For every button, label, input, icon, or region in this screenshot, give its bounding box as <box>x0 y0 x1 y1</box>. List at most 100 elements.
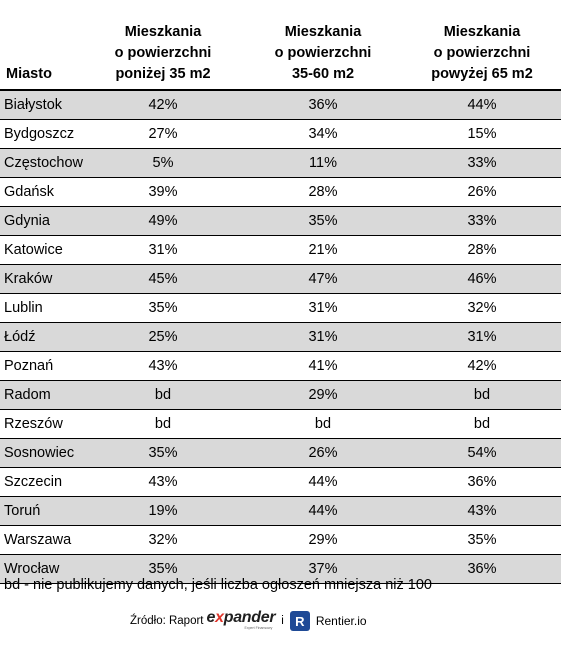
city-cell: Sosnowiec <box>0 438 83 468</box>
source-conjunction: i <box>281 615 284 627</box>
value-above-65: 15% <box>403 119 561 149</box>
value-35-60: 11% <box>243 148 403 178</box>
table-row: Katowice 31% 21% 28% <box>0 235 561 265</box>
value-below-35: 43% <box>83 351 243 381</box>
table-row: Łódź 25% 31% 31% <box>0 322 561 352</box>
value-above-65: 36% <box>403 467 561 497</box>
table-body: Białystok 42% 36% 44% Bydgoszcz 27% 34% … <box>0 90 561 584</box>
value-below-35: 35% <box>83 438 243 468</box>
value-below-35: 42% <box>83 90 243 120</box>
value-35-60: 41% <box>243 351 403 381</box>
value-above-65: 32% <box>403 293 561 323</box>
city-cell: Łódź <box>0 322 83 352</box>
city-cell: Lublin <box>0 293 83 323</box>
table-row: Radom bd 29% bd <box>0 380 561 410</box>
table-row: Szczecin 43% 44% 36% <box>0 467 561 497</box>
header-below-35: Mieszkania o powierzchni poniżej 35 m2 <box>83 0 243 91</box>
value-above-65: 42% <box>403 351 561 381</box>
value-35-60: 44% <box>243 467 403 497</box>
header-above-65: Mieszkania o powierzchni powyżej 65 m2 <box>403 0 561 91</box>
value-below-35: 49% <box>83 206 243 236</box>
value-below-35: 25% <box>83 322 243 352</box>
value-above-65: 33% <box>403 148 561 178</box>
city-cell: Katowice <box>0 235 83 265</box>
table-row: Warszawa 32% 29% 35% <box>0 525 561 555</box>
table-row: Kraków 45% 47% 46% <box>0 264 561 294</box>
header-35-60-line-3: 35-60 m2 <box>291 66 355 82</box>
table-row: Gdańsk 39% 28% 26% <box>0 177 561 207</box>
value-above-65: 43% <box>403 496 561 526</box>
value-above-65: 46% <box>403 264 561 294</box>
expander-letters-rest: pander <box>223 609 276 626</box>
value-below-35: 19% <box>83 496 243 526</box>
header-35-60-line-1: Mieszkania <box>284 24 362 40</box>
value-35-60: 26% <box>243 438 403 468</box>
city-cell: Toruń <box>0 496 83 526</box>
expander-letter-e: e <box>206 609 216 626</box>
value-35-60: 21% <box>243 235 403 265</box>
value-35-60: bd <box>243 409 403 439</box>
table-row: Lublin 35% 31% 32% <box>0 293 561 323</box>
value-35-60: 47% <box>243 264 403 294</box>
table-row: Częstochowa 5% 11% 33% <box>0 148 561 178</box>
value-35-60: 36% <box>243 90 403 120</box>
value-below-35: 5% <box>83 148 243 178</box>
header-35-60-line-2: o powierzchni <box>274 45 372 61</box>
value-above-65: 54% <box>403 438 561 468</box>
expander-wordmark: expander <box>207 608 276 628</box>
data-table-container: Miasto Mieszkania o powierzchni poniżej … <box>0 0 561 584</box>
value-above-65: 44% <box>403 90 561 120</box>
header-below-35-line-1: Mieszkania <box>124 24 202 40</box>
value-above-65: 35% <box>403 525 561 555</box>
value-above-65: bd <box>403 380 561 410</box>
city-cell: Rzeszów <box>0 409 83 439</box>
value-below-35: 31% <box>83 235 243 265</box>
value-35-60: 31% <box>243 293 403 323</box>
value-35-60: 31% <box>243 322 403 352</box>
header-below-35-line-2: o powierzchni <box>114 45 212 61</box>
rentier-name: Rentier.io <box>315 614 367 628</box>
value-above-65: 31% <box>403 322 561 352</box>
value-above-65: 26% <box>403 177 561 207</box>
city-cell: Białystok <box>0 90 83 120</box>
value-35-60: 37% <box>243 554 403 584</box>
table-row: Sosnowiec 35% 26% 54% <box>0 438 561 468</box>
table-row: Rzeszów bd bd bd <box>0 409 561 439</box>
source-line: Źródło: Raport expander Expert Finansowy… <box>130 608 367 634</box>
table-row: Toruń 19% 44% 43% <box>0 496 561 526</box>
value-below-35: bd <box>83 409 243 439</box>
value-35-60: 34% <box>243 119 403 149</box>
value-above-65: 28% <box>403 235 561 265</box>
apartments-table: Miasto Mieszkania o powierzchni poniżej … <box>0 0 561 584</box>
value-35-60: 29% <box>243 525 403 555</box>
expander-logo: expander Expert Finansowy <box>207 608 276 634</box>
header-below-35-line-3: poniżej 35 m2 <box>115 66 211 82</box>
header-row: Miasto Mieszkania o powierzchni poniżej … <box>0 0 561 91</box>
value-below-35: 35% <box>83 554 243 584</box>
value-35-60: 35% <box>243 206 403 236</box>
table-row: Poznań 43% 41% 42% <box>0 351 561 381</box>
value-35-60: 29% <box>243 380 403 410</box>
value-below-35: 27% <box>83 119 243 149</box>
header-35-60: Mieszkania o powierzchni 35-60 m2 <box>243 0 403 91</box>
value-35-60: 28% <box>243 177 403 207</box>
city-cell: Gdańsk <box>0 177 83 207</box>
value-above-65: 36% <box>403 554 561 584</box>
value-above-65: bd <box>403 409 561 439</box>
value-below-35: 35% <box>83 293 243 323</box>
value-below-35: bd <box>83 380 243 410</box>
header-city: Miasto <box>0 0 83 91</box>
table-row: Bydgoszcz 27% 34% 15% <box>0 119 561 149</box>
value-below-35: 45% <box>83 264 243 294</box>
city-cell: Gdynia <box>0 206 83 236</box>
city-cell: Radom <box>0 380 83 410</box>
table-header: Miasto Mieszkania o powierzchni poniżej … <box>0 0 561 91</box>
header-above-65-line-3: powyżej 65 m2 <box>431 66 533 82</box>
table-row: Gdynia 49% 35% 33% <box>0 206 561 236</box>
value-above-65: 33% <box>403 206 561 236</box>
value-35-60: 44% <box>243 496 403 526</box>
source-label: Źródło: Raport <box>130 615 204 627</box>
footnote: bd - nie publikujemy danych, jeśli liczb… <box>4 577 432 593</box>
rentier-logo-icon: R <box>289 611 310 631</box>
city-cell: Częstochowa <box>0 148 83 178</box>
